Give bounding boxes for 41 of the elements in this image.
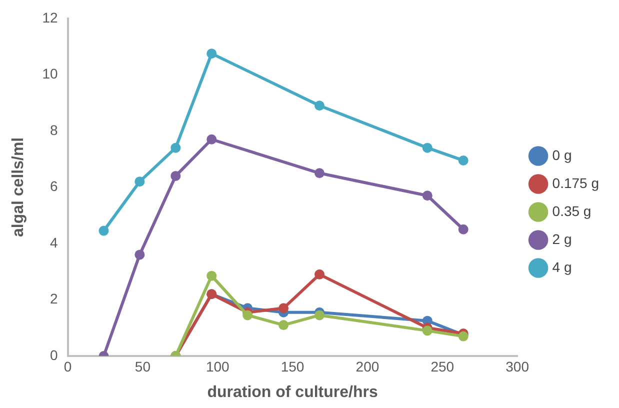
x-tick-label: 50 (134, 358, 151, 374)
point (170, 170, 181, 181)
y-tick-label: 10 (42, 66, 58, 82)
y-tick-label: 0 (50, 346, 58, 363)
legend-label: 4 g (552, 258, 572, 275)
point (458, 224, 468, 234)
point (314, 100, 324, 111)
point (206, 134, 217, 144)
point (314, 310, 324, 320)
x-tick-label: 250 (430, 358, 454, 374)
y-axis-title: algal cells/ml (10, 137, 28, 238)
point (206, 270, 217, 281)
y-tick-label: 4 (50, 234, 58, 250)
x-tick-label: 300 (506, 358, 530, 374)
point (458, 155, 468, 166)
point (422, 326, 432, 336)
x-tick-label: 100 (206, 358, 230, 374)
legend-label: 2 g (552, 230, 572, 247)
legend-label: 0.35 g (552, 202, 592, 219)
point (422, 190, 432, 201)
x-tick-label: 0 (64, 358, 72, 374)
point (134, 250, 145, 260)
point (170, 142, 181, 153)
point (206, 48, 217, 59)
point (422, 142, 432, 153)
point (314, 269, 324, 280)
x-axis-title: duration of culture/hrs (207, 384, 378, 401)
point (242, 310, 253, 320)
y-tick-label: 8 (50, 122, 58, 138)
point (134, 176, 145, 187)
legend-label: 0.175 g (552, 174, 600, 191)
y-tick-label: 6 (50, 178, 58, 194)
legend-label: 0 g (552, 146, 572, 163)
point (98, 226, 109, 236)
y-tick-label: 2 (50, 290, 58, 307)
x-tick-label: 150 (280, 358, 304, 374)
y-tick-label: 12 (42, 9, 58, 26)
point (314, 168, 324, 178)
point (278, 303, 289, 314)
point (278, 320, 289, 330)
x-tick-label: 200 (356, 358, 380, 374)
